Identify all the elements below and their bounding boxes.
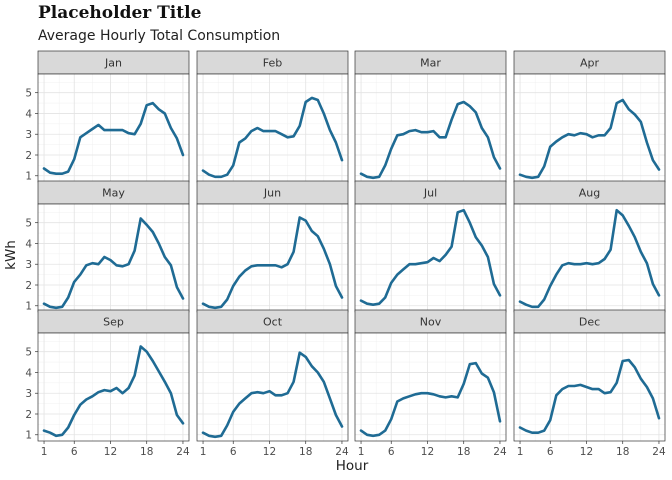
y-tick-label: 2 — [25, 280, 32, 292]
facet-strip-label: Mar — [420, 57, 441, 70]
x-tick-label: 1 — [517, 446, 524, 458]
y-tick-label: 3 — [25, 388, 32, 400]
facet-panel-jul: Jul — [354, 180, 507, 313]
x-tick-label: 1 — [41, 446, 48, 458]
series-line-may — [42, 217, 185, 310]
panel-background — [355, 333, 506, 441]
panel-border — [196, 332, 349, 442]
series-line-feb — [201, 96, 344, 179]
x-tick-label: 24 — [493, 446, 507, 458]
facet-strip-label: Jun — [263, 187, 281, 200]
facet-strip-label: Jul — [423, 187, 437, 200]
panel-background — [197, 204, 348, 312]
series-line-sep — [42, 345, 185, 438]
x-tick-label: 12 — [263, 446, 276, 458]
facet-strip-label: May — [102, 187, 125, 200]
series-line-aug — [518, 208, 661, 309]
facet-strip-label: Oct — [263, 316, 283, 329]
facet-strip-label: Jan — [104, 57, 122, 70]
x-tick-label: 18 — [616, 446, 629, 458]
x-tick-label: 6 — [547, 446, 554, 458]
panel-background — [355, 204, 506, 312]
facet-panel-jun: Jun — [196, 180, 349, 313]
facet-panel-aug: Aug — [513, 180, 666, 313]
x-tick-label: 1 — [200, 446, 207, 458]
x-tick-label: 18 — [457, 446, 470, 458]
facet-panel-dec: Dec 1 6 12 18 24 — [513, 309, 666, 458]
x-tick-label: 12 — [104, 446, 117, 458]
x-tick-label: 24 — [335, 446, 349, 458]
y-tick-label: 4 — [25, 238, 32, 250]
panel-border — [37, 332, 190, 442]
x-tick-label: 12 — [421, 446, 434, 458]
panel-background — [197, 74, 348, 182]
facet-strip-label: Sep — [103, 316, 124, 329]
series-line-oct — [201, 351, 344, 439]
x-tick-label: 12 — [580, 446, 593, 458]
y-tick-label: 2 — [25, 409, 32, 421]
panel-background — [38, 333, 189, 441]
x-tick-label: 24 — [652, 446, 666, 458]
x-tick-label: 18 — [140, 446, 153, 458]
facet-panel-feb: Feb — [196, 50, 349, 183]
y-tick-label: 1 — [25, 171, 32, 183]
facet-panel-mar: Mar — [354, 50, 507, 183]
y-axis-title: kWh — [3, 240, 19, 270]
panel-background — [38, 204, 189, 312]
panel-background — [514, 74, 665, 182]
facet-panel-may: May 1 2 3 4 5 — [25, 180, 190, 313]
series-line-jun — [201, 216, 344, 310]
facet-panel-apr: Apr — [513, 50, 666, 183]
facet-strip-label: Feb — [263, 57, 282, 70]
y-tick-label: 1 — [25, 430, 32, 442]
x-axis-title: Hour — [336, 458, 369, 474]
series-line-jan — [42, 101, 185, 175]
y-tick-label: 3 — [25, 259, 32, 271]
panel-border — [354, 332, 507, 442]
series-line-apr — [518, 98, 661, 180]
facet-panel-jan: Jan 1 2 3 4 5 — [25, 50, 190, 183]
facet-strip-label: Nov — [420, 316, 442, 329]
series-line-jul — [359, 208, 502, 307]
y-tick-label: 2 — [25, 150, 32, 162]
y-tick-label: 4 — [25, 367, 32, 379]
y-tick-label: 5 — [25, 217, 32, 229]
panel-background — [514, 204, 665, 312]
y-tick-label: 5 — [25, 346, 32, 358]
x-tick-label: 24 — [176, 446, 190, 458]
x-tick-label: 6 — [71, 446, 78, 458]
chart-subtitle: Average Hourly Total Consumption — [38, 28, 281, 44]
series-line-mar — [359, 100, 502, 180]
panel-background — [38, 74, 189, 182]
facet-strip-label: Aug — [579, 187, 600, 200]
y-tick-label: 4 — [25, 108, 32, 120]
facet-panel-nov: Nov 1 6 12 18 24 — [354, 309, 507, 458]
panel-border — [513, 332, 666, 442]
facet-panel-oct: Oct 1 6 12 18 24 — [196, 309, 349, 458]
series-line-nov — [359, 361, 502, 438]
series-line-dec — [518, 358, 661, 435]
x-tick-label: 18 — [299, 446, 312, 458]
facet-strip-label: Apr — [580, 57, 600, 70]
y-tick-label: 3 — [25, 129, 32, 141]
x-tick-label: 6 — [388, 446, 395, 458]
y-tick-label: 5 — [25, 87, 32, 99]
x-tick-label: 1 — [358, 446, 365, 458]
facet-strip-label: Dec — [579, 316, 600, 329]
panel-background — [197, 333, 348, 441]
x-tick-label: 6 — [230, 446, 237, 458]
chart-title: Placeholder Title — [38, 3, 202, 23]
y-tick-label: 1 — [25, 301, 32, 313]
